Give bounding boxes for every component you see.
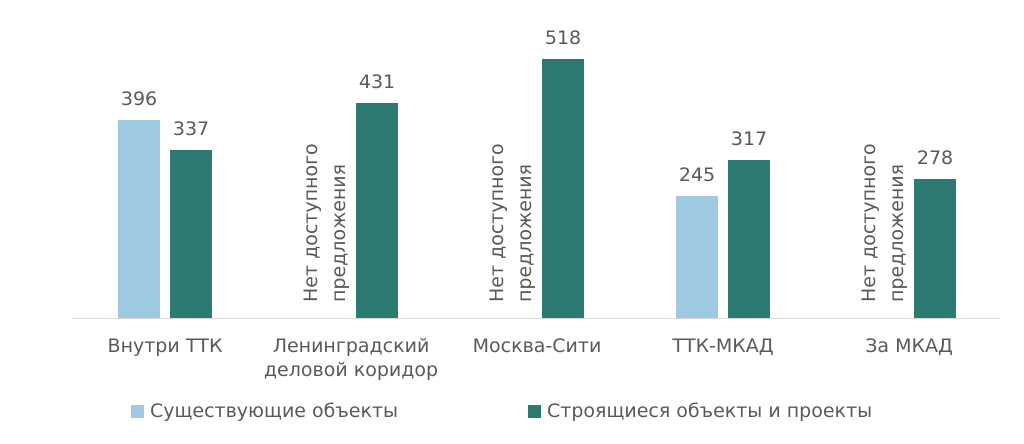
value-label: 518 — [544, 27, 582, 49]
x-tick-label: За МКАД — [865, 335, 953, 357]
legend-item: Существующие объекты — [131, 400, 398, 422]
no-data-note: Нет доступного предложения — [486, 143, 536, 302]
no-data-note: Нет доступного предложения — [300, 143, 350, 302]
legend-swatch — [528, 404, 541, 418]
x-tick-label: ТТК-МКАД — [672, 335, 774, 357]
x-axis-line — [72, 318, 1000, 319]
x-tick-label: Внутри ТТК — [107, 335, 223, 357]
legend-swatch — [131, 404, 144, 418]
value-label: 278 — [916, 147, 954, 169]
x-tick-label: Москва-Сити — [472, 335, 602, 357]
bar — [676, 195, 718, 318]
x-tick-label: Ленинградский деловой коридор — [263, 335, 439, 381]
value-label: 431 — [358, 70, 396, 93]
bar — [542, 59, 584, 318]
value-label: 396 — [120, 88, 158, 110]
bar — [728, 159, 770, 318]
value-label: 317 — [730, 127, 768, 150]
legend-item: Строящиеся объекты и проекты — [528, 400, 872, 422]
value-label: 337 — [172, 117, 210, 140]
legend-label: Существующие объекты — [150, 400, 399, 422]
bar — [914, 179, 956, 318]
value-label: 245 — [678, 163, 716, 186]
bar — [170, 149, 212, 318]
bar — [356, 102, 398, 318]
legend-label: Строящиеся объекты и проекты — [547, 400, 873, 422]
no-data-note: Нет доступного предложения — [858, 143, 908, 302]
bar — [118, 120, 160, 318]
